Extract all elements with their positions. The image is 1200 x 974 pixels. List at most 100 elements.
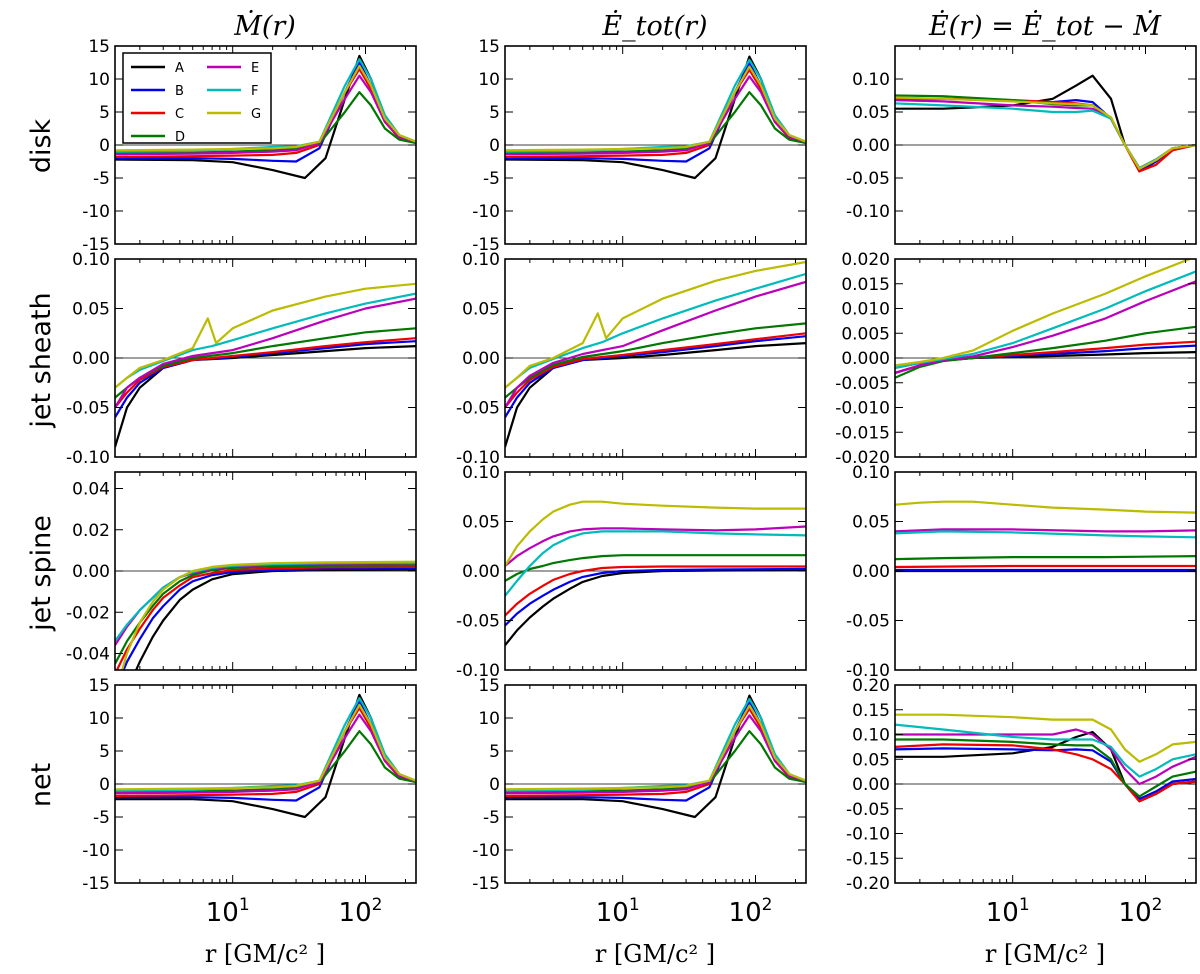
y-tick-label: 0 [489, 136, 500, 156]
series-line-A [895, 74, 1196, 173]
panel-frame [894, 45, 1197, 245]
y-tick-label: 0.015 [841, 275, 890, 295]
y-tick-label: -5 [483, 808, 500, 828]
panel-sheath-mdot: 0.10 0.05 0.00 -0.05 -0.10 [66, 250, 417, 468]
y-tick-label: -5 [93, 169, 110, 189]
series-line-G [895, 500, 1196, 514]
series-line-D [115, 91, 416, 154]
y-tick-label: -0.05 [456, 399, 500, 419]
x-tick-label: 101 [206, 895, 250, 928]
series-line-C [115, 337, 416, 409]
series-line-F [895, 723, 1196, 778]
series-line-G [505, 500, 806, 567]
x-axis-label-col3: r [GM/c² ] [985, 940, 1105, 968]
series-line-F [505, 530, 806, 597]
y-tick-label: -0.005 [835, 374, 890, 394]
y-tick-label: 0.000 [841, 349, 890, 369]
y-tick-label: 0.04 [72, 480, 110, 500]
y-tick-label: 5 [489, 742, 500, 762]
row-label-net: net [26, 763, 57, 807]
series-group [895, 713, 1196, 803]
x-tick-label: 102 [1119, 895, 1163, 928]
y-tick-label: 0.00 [72, 349, 110, 369]
panel-frame [504, 45, 807, 245]
x-axis-label-col1: r [GM/c² ] [205, 940, 325, 968]
col-title-etot: Ė_tot(r) [601, 9, 707, 42]
panel-frame [114, 684, 417, 884]
y-tick-label: 0.10 [852, 70, 890, 90]
y-tick-label: 10 [478, 709, 500, 729]
legend-label-G: G [251, 107, 261, 122]
x-axis-labels: r [GM/c² ] r [GM/c² ] r [GM/c² ] [205, 940, 1105, 968]
series-line-G [115, 703, 416, 791]
legend-label-E: E [251, 61, 259, 76]
series-line-F [895, 530, 1196, 539]
panel-frame [894, 471, 1197, 671]
y-tick-label: -0.10 [846, 661, 890, 681]
series-line-D [505, 730, 806, 793]
y-tick-label: 10 [88, 70, 110, 90]
y-tick-label: 15 [478, 676, 500, 696]
panel-frame [894, 258, 1197, 458]
series-group [895, 500, 1196, 573]
series-line-E [505, 525, 806, 567]
series-line-E [895, 280, 1196, 374]
panel-spine-mdot: 0.04 0.02 0.00 -0.02 -0.04 [66, 471, 417, 671]
series-group [115, 54, 416, 180]
x-tick-label: 101 [596, 895, 640, 928]
y-tick-label: -0.04 [66, 645, 110, 665]
y-tick-label: 0.010 [841, 300, 890, 320]
x-tick-exponent: 1 [629, 895, 640, 915]
y-tick-label: -0.10 [846, 825, 890, 845]
y-tick-label: 0.00 [852, 136, 890, 156]
series-line-E [895, 528, 1196, 533]
y-tick-label: 5 [489, 103, 500, 123]
y-tick-label: 0.02 [72, 521, 110, 541]
y-tick-label: -0.05 [846, 169, 890, 189]
series-line-E [115, 74, 416, 156]
y-tick-label: 10 [88, 709, 110, 729]
panel-net-etot: 15 10 5 0 -5 -10 -15 101 102 [472, 676, 807, 928]
series-line-C [505, 332, 806, 409]
col-title-mdot: Ṁ(r) [233, 9, 296, 42]
panel-frame [504, 258, 807, 458]
series-line-E [895, 99, 1196, 170]
y-tick-label: 0.020 [841, 250, 890, 270]
series-group [505, 260, 806, 448]
x-tick-label: 101 [986, 895, 1030, 928]
series-line-D [505, 554, 806, 582]
y-tick-label: 0 [489, 775, 500, 795]
y-tick-label: 0.05 [462, 513, 500, 533]
legend-label-D: D [175, 130, 185, 145]
x-axis-label-col2: r [GM/c² ] [595, 940, 715, 968]
series-line-E [895, 728, 1196, 786]
series-line-G [505, 704, 806, 791]
y-tick-label: -0.05 [846, 800, 890, 820]
series-line-B [505, 567, 806, 627]
x-tick-exponent: 2 [372, 895, 383, 915]
col-title-e: Ė(r) = Ė_tot − Ṁ [928, 9, 1162, 42]
y-tick-label: 0.10 [462, 250, 500, 270]
series-line-D [895, 555, 1196, 561]
y-tick-label: -0.05 [456, 612, 500, 632]
y-tick-label: -10 [472, 202, 500, 222]
series-line-B [505, 335, 806, 418]
panel-frame [504, 684, 807, 884]
panel-net-mdot: 15 10 5 0 -5 -10 -15 101 102 [82, 676, 417, 928]
y-tick-label: -15 [82, 235, 110, 255]
y-tick-label: 0 [99, 775, 110, 795]
legend-label-A: A [175, 61, 184, 76]
y-tick-label: -0.05 [66, 399, 110, 419]
x-tick-exponent: 2 [1152, 895, 1163, 915]
x-tick-label: 102 [729, 895, 773, 928]
y-tick-label: -10 [82, 202, 110, 222]
series-line-C [505, 68, 806, 158]
y-tick-label: -0.20 [846, 874, 890, 894]
y-tick-label: -0.15 [846, 849, 890, 869]
y-tick-label: 0.05 [462, 300, 500, 320]
row-label-disk: disk [26, 118, 57, 173]
series-line-G [505, 65, 806, 152]
y-tick-label: 0.10 [852, 726, 890, 746]
y-tick-label: -0.015 [835, 423, 890, 443]
